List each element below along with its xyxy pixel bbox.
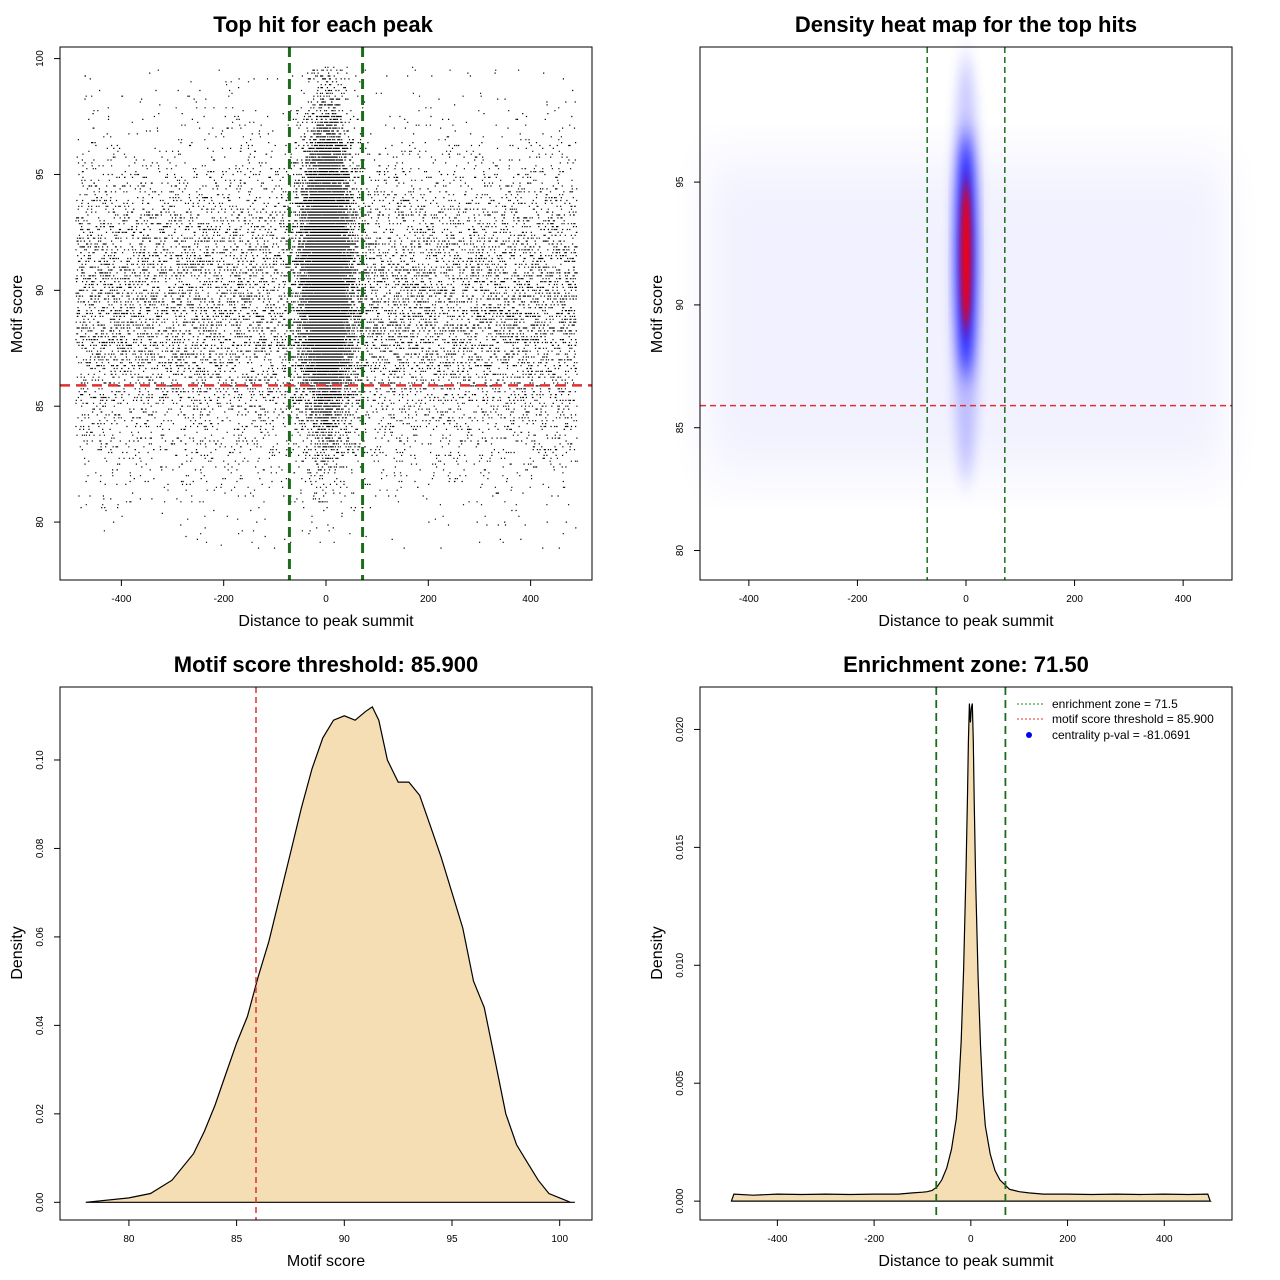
score-density-x-label: Motif score: [287, 1253, 365, 1270]
x-tick-label: 200: [1066, 594, 1083, 605]
density-area: [85, 706, 575, 1203]
x-tick-label: 0: [323, 594, 329, 605]
x-tick-label: -400: [767, 1234, 787, 1245]
heatmap-x-ticks: -400 -200 0 200 400: [739, 580, 1192, 605]
y-tick-label: 0.010: [675, 952, 686, 977]
score-density-curve: [85, 706, 575, 1203]
x-tick-label: 0: [963, 594, 969, 605]
x-tick-label: 200: [420, 594, 437, 605]
y-tick-label: 80: [675, 545, 686, 557]
x-tick-label: 400: [522, 594, 539, 605]
y-tick-label: 0.08: [35, 838, 46, 858]
y-tick-label: 0.00: [35, 1192, 46, 1212]
score-density-y-label: Density: [9, 926, 26, 979]
y-tick-label: 0.04: [35, 1015, 46, 1035]
x-tick-label: 85: [231, 1234, 243, 1245]
heatmap-red-core: [961, 182, 971, 330]
heatmap-y-label: Motif score: [649, 275, 666, 353]
heatmap-x-label: Distance to peak summit: [878, 613, 1054, 630]
x-tick-label: -200: [847, 594, 867, 605]
heatmap-lines: [700, 47, 1232, 580]
scatter-x-label: Distance to peak summit: [238, 613, 414, 630]
heatmap-title: Density heat map for the top hits: [795, 12, 1137, 37]
x-tick-label: -200: [864, 1234, 884, 1245]
heatmap-y-ticks: 80 85 90 95: [675, 176, 700, 556]
y-tick-label: 90: [35, 284, 46, 296]
score-density-plot-frame: [59, 686, 593, 1221]
score-density-title: Motif score threshold: 85.900: [174, 652, 478, 677]
y-tick-label: 0.005: [675, 1070, 686, 1095]
scatter-y-label: Motif score: [9, 275, 26, 353]
enrichment-lines: [935, 687, 1007, 1220]
x-tick-label: 400: [1156, 1234, 1173, 1245]
y-tick-label: 90: [675, 299, 686, 311]
enrichment-title: Enrichment zone: 71.50: [843, 652, 1089, 677]
scatter-title: Top hit for each peak: [213, 12, 433, 37]
y-tick-label: 0.000: [675, 1188, 686, 1213]
y-tick-label: 95: [675, 176, 686, 188]
y-tick-label: 95: [35, 168, 46, 180]
x-tick-label: 400: [1175, 594, 1192, 605]
heatmap-density: [705, 53, 1227, 483]
density-area: [730, 703, 1213, 1202]
enrichment-y-label: Density: [649, 926, 666, 979]
legend-label-centrality: centrality p-val = -81.0691: [1052, 728, 1191, 742]
y-tick-label: 0.020: [675, 717, 686, 742]
legend-label-motif-threshold: motif score threshold = 85.900: [1052, 712, 1214, 726]
x-tick-label: 95: [446, 1234, 458, 1245]
y-tick-label: 80: [35, 516, 46, 528]
panel-score-density: Motif score threshold: 85.900 80 85 90 95 10…: [9, 652, 593, 1270]
panel-heatmap: Density heat map for the top hits -400 -2…: [649, 12, 1233, 630]
enrichment-x-ticks: -400 -200 0 200 400: [767, 1220, 1173, 1245]
enrichment-y-ticks: 0.000 0.005 0.010 0.015 0.020: [675, 717, 700, 1214]
scatter-lines: [60, 47, 592, 580]
score-density-y-ticks: 0.00 0.02 0.04 0.06 0.08 0.10: [35, 750, 60, 1212]
y-tick-label: 85: [35, 400, 46, 412]
y-tick-label: 0.02: [35, 1104, 46, 1124]
scatter-x-ticks: -400 -200 0 200 400: [111, 580, 539, 605]
scatter-point-cloud: [75, 66, 578, 549]
y-tick-label: 0.015: [675, 834, 686, 859]
panel-scatter: Top hit for each peak -400 -200 0 200 400 80…: [9, 12, 593, 630]
score-density-x-ticks: 80 85 90 95 100: [123, 1220, 568, 1245]
legend-label-enrichment-zone: enrichment zone = 71.5: [1052, 697, 1178, 711]
x-tick-label: 90: [339, 1234, 351, 1245]
x-tick-label: -400: [111, 594, 131, 605]
y-tick-label: 85: [675, 422, 686, 434]
panel-enrichment-density: Enrichment zone: 71.50 -400 -200 0 200 400 0…: [649, 652, 1233, 1270]
x-tick-label: 80: [123, 1234, 135, 1245]
y-tick-label: 0.06: [35, 927, 46, 947]
enrichment-density-curve: [730, 703, 1213, 1202]
scatter-points: [75, 66, 578, 549]
y-tick-label: 100: [35, 50, 46, 67]
x-tick-label: -400: [739, 594, 759, 605]
enrichment-plot-frame: [699, 686, 1233, 1221]
legend-key-centrality: [1026, 732, 1032, 738]
x-tick-label: 100: [551, 1234, 568, 1245]
x-tick-label: -200: [214, 594, 234, 605]
x-tick-label: 200: [1059, 1234, 1076, 1245]
x-tick-label: 0: [968, 1234, 974, 1245]
enrichment-legend: enrichment zone = 71.5 motif score thres…: [1017, 697, 1214, 742]
y-tick-label: 0.10: [35, 750, 46, 770]
scatter-y-ticks: 80 85 90 95 100: [35, 50, 60, 528]
enrichment-x-label: Distance to peak summit: [878, 1253, 1054, 1270]
